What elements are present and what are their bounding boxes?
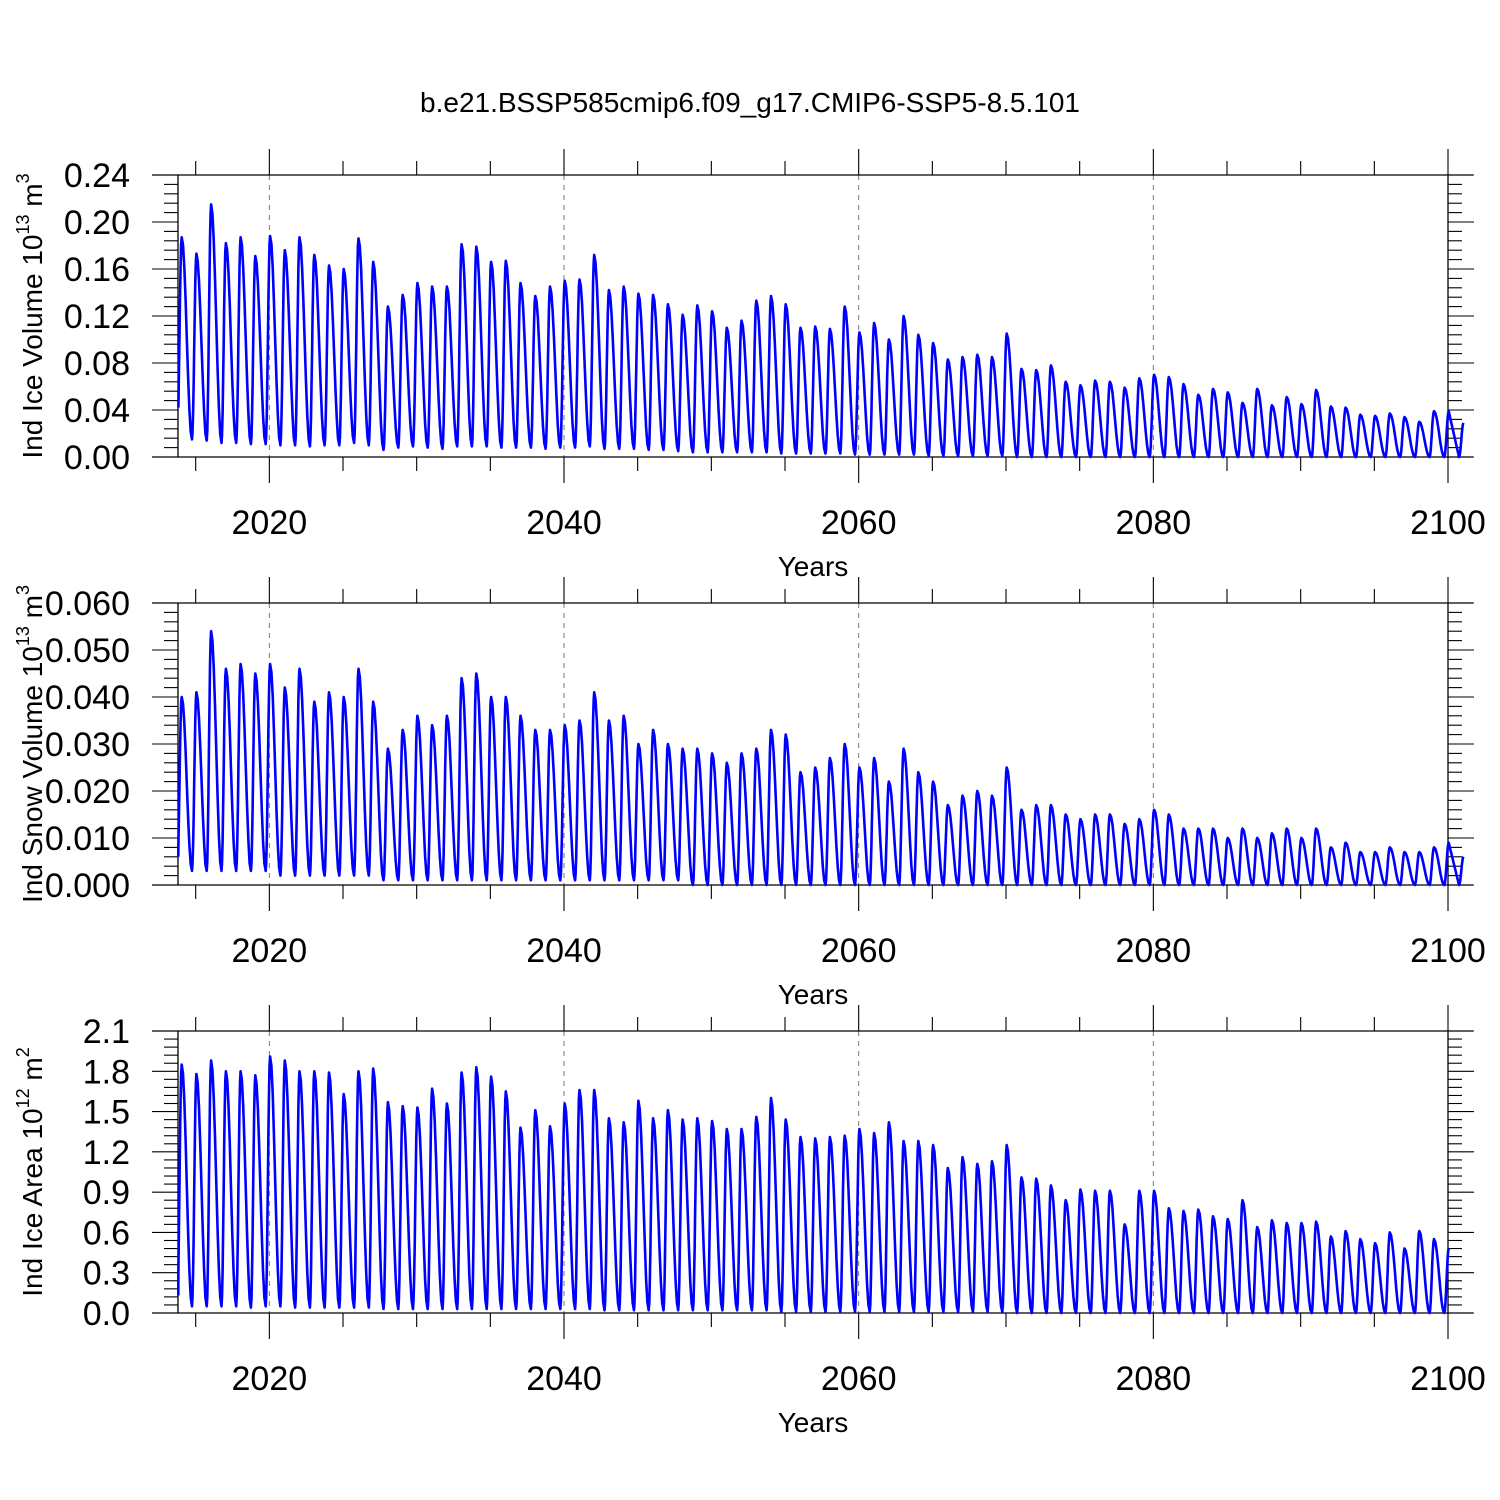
- panels: 2020 2040 2060 2080 2100 Years 0.00 0.04 0.08 0.1…: [13, 149, 1486, 1438]
- y-tick-label: 0.030: [45, 726, 130, 764]
- x-tick-label: 2100: [1410, 504, 1486, 542]
- y-tick-label: 0.24: [64, 157, 130, 195]
- x-tick-label: 2100: [1410, 932, 1486, 970]
- panel-ice-area: 2020 2040 2060 2080 2100 Years 0.00.30.60.91.2…: [13, 1005, 1486, 1438]
- x-tick-label: 2080: [1116, 932, 1192, 970]
- y-axis-label: Ind Ice Volume 1013 m3: [13, 173, 48, 458]
- x-tick-label: 2060: [821, 1360, 897, 1398]
- x-tick-label: 2080: [1116, 1360, 1192, 1398]
- y-tick-label: 0.050: [45, 632, 130, 670]
- x-tick-label: 2080: [1116, 504, 1192, 542]
- y-tick-label: 0.040: [45, 679, 130, 717]
- y-tick-label: 0.010: [45, 820, 130, 858]
- y-tick-label: 0.020: [45, 773, 130, 811]
- x-axis-label: Years: [778, 1407, 849, 1438]
- y-tick-label: 0.6: [83, 1214, 130, 1252]
- y-tick-label: 0.04: [64, 392, 130, 430]
- figure-title: b.e21.BSSP585cmip6.f09_g17.CMIP6-SSP5-8.…: [420, 87, 1080, 118]
- x-tick-label: 2020: [232, 504, 308, 542]
- x-tick-label: 2020: [232, 1360, 308, 1398]
- y-tick-label: 0.20: [64, 204, 130, 242]
- x-tick-label: 2100: [1410, 1360, 1486, 1398]
- y-tick-label: 0.9: [83, 1174, 130, 1212]
- y-tick-label: 0.060: [45, 585, 130, 623]
- y-tick-label: 0.0: [83, 1295, 130, 1333]
- y-tick-label: 1.2: [83, 1134, 130, 1172]
- series-line: [177, 1055, 1450, 1315]
- x-axis-label: Years: [778, 551, 849, 582]
- y-tick-label: 0.12: [64, 298, 130, 336]
- y-tick-label: 0.00: [64, 439, 130, 477]
- x-tick-label: 2040: [526, 932, 602, 970]
- y-axis-label: Ind Ice Area 1012 m2: [13, 1047, 48, 1297]
- series-line: [177, 203, 1465, 459]
- y-tick-label: 1.5: [83, 1094, 130, 1132]
- y-tick-label: 2.1: [83, 1013, 130, 1051]
- x-tick-label: 2060: [821, 504, 897, 542]
- y-tick-label: 0.3: [83, 1255, 130, 1293]
- panel-snow-volume: 2020 2040 2060 2080 2100 Years 0.000 0.010 0.020…: [13, 577, 1486, 1010]
- y-axis-label: Ind Snow Volume 1013 m3: [13, 585, 48, 903]
- y-tick-label: 0.16: [64, 251, 130, 289]
- x-tick-label: 2020: [232, 932, 308, 970]
- x-tick-label: 2040: [526, 1360, 602, 1398]
- series-line: [177, 629, 1465, 887]
- y-tick-label: 0.08: [64, 345, 130, 383]
- panel-ice-volume: 2020 2040 2060 2080 2100 Years 0.00 0.04 0.08 0.1…: [13, 149, 1486, 582]
- x-tick-label: 2040: [526, 504, 602, 542]
- y-tick-label: 0.000: [45, 867, 130, 905]
- x-axis-label: Years: [778, 979, 849, 1010]
- x-tick-label: 2060: [821, 932, 897, 970]
- y-tick-label: 1.8: [83, 1053, 130, 1091]
